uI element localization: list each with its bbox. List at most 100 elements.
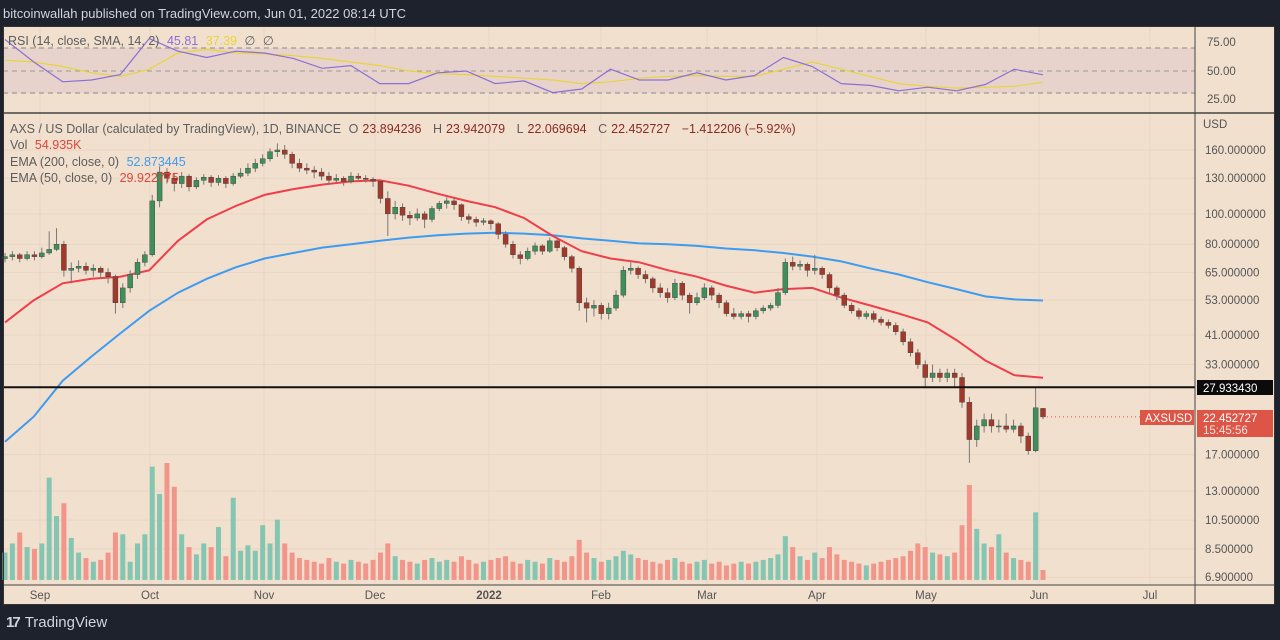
candle-down xyxy=(745,313,752,317)
candle-up xyxy=(178,175,185,184)
volume-bar xyxy=(709,563,715,580)
volume-bar xyxy=(238,550,244,580)
candle-down xyxy=(561,247,568,257)
volume-bar xyxy=(127,561,133,580)
candle-down xyxy=(569,256,575,269)
candle-down xyxy=(105,272,111,277)
volume-bar xyxy=(392,556,398,580)
rsi-value: 45.81 xyxy=(166,34,199,48)
volume-bar xyxy=(267,543,273,580)
volume-bar xyxy=(289,552,295,580)
time-axis[interactable]: Sep Oct Nov Dec 2022 Feb Mar Apr May Jun Jul xyxy=(30,590,1158,602)
volume-bar xyxy=(885,559,891,580)
ohlc-open: O 23.894236 xyxy=(348,122,422,136)
candle-down xyxy=(1025,435,1031,451)
volume-bar xyxy=(83,558,89,580)
volume-bar xyxy=(252,550,258,580)
candle-down xyxy=(311,169,317,173)
candle-down xyxy=(966,402,973,440)
volume-bar xyxy=(333,561,339,580)
candle-up xyxy=(24,254,30,259)
candle-up xyxy=(193,180,200,188)
volume-bar xyxy=(907,550,913,580)
chart-frame[interactable] xyxy=(3,26,1275,605)
volume-bar xyxy=(834,554,840,580)
volume-bar xyxy=(746,563,752,580)
volume-bar xyxy=(554,559,560,580)
candle-down xyxy=(377,181,384,199)
volume-bar xyxy=(495,558,501,580)
candle-down xyxy=(657,287,663,293)
candle-up xyxy=(620,270,627,296)
candle-down xyxy=(385,198,391,215)
candle-up xyxy=(149,200,155,255)
ema200-legend[interactable]: EMA (200, close, 0) 52.873445 xyxy=(10,155,190,169)
ema50-legend[interactable]: EMA (50, close, 0) 29.922775 xyxy=(10,171,183,185)
last-price-text: 22.452727 xyxy=(1203,413,1257,425)
rsi-label: RSI (14, close, SMA, 14, 2) xyxy=(8,34,160,48)
publish-info: bitcoinwallah published on TradingView.c… xyxy=(3,6,407,21)
rsi-legend[interactable]: RSI (14, close, SMA, 14, 2) 45.81 37.39 … xyxy=(8,33,278,48)
volume-bar xyxy=(488,559,494,580)
candle-down xyxy=(326,175,332,181)
candle-down xyxy=(282,149,288,155)
volume-bar xyxy=(996,534,1002,580)
candle-down xyxy=(488,220,494,224)
candle-up xyxy=(46,249,52,254)
tradingview-brand[interactable]: 17 TradingView xyxy=(6,614,107,631)
volume-bar xyxy=(517,563,523,580)
time-tick: Jun xyxy=(1030,590,1049,602)
candle-up xyxy=(532,245,538,252)
volume-bar xyxy=(657,563,663,580)
candle-down xyxy=(988,419,995,427)
candle-down xyxy=(856,310,862,317)
volume-bar xyxy=(723,565,729,580)
candle-down xyxy=(826,274,833,289)
volume-bar xyxy=(429,558,435,580)
candle-up xyxy=(230,175,236,184)
candle-down xyxy=(635,268,641,275)
volume-bar xyxy=(414,563,420,580)
rsi-tick: 25.00 xyxy=(1207,94,1236,106)
volume-bar xyxy=(179,534,185,580)
volume-legend[interactable]: Vol 54.935K xyxy=(10,138,85,152)
time-tick: Sep xyxy=(30,590,50,602)
symbol-legend[interactable]: AXS / US Dollar (calculated by TradingVi… xyxy=(10,122,800,136)
time-tick: 2022 xyxy=(476,590,502,602)
candle-down xyxy=(834,287,840,296)
candle-down xyxy=(164,171,170,179)
candle-up xyxy=(201,176,207,181)
volume-bar xyxy=(76,552,82,580)
ohlc-high: H 23.942079 xyxy=(432,122,506,136)
symbol-tag-text: AXSUSD xyxy=(1145,413,1192,425)
candle-down xyxy=(98,268,104,273)
ohlc-low: L 22.069694 xyxy=(516,122,587,136)
candle-up xyxy=(797,264,803,267)
volume-bar xyxy=(878,561,884,580)
candle-down xyxy=(83,266,89,271)
candle-up xyxy=(547,240,553,252)
volume-bar xyxy=(355,561,361,580)
candle-down xyxy=(878,319,884,323)
ohlc-close: C 22.452727 xyxy=(598,122,671,136)
candle-up xyxy=(694,297,700,303)
candle-down xyxy=(870,313,877,320)
volume-bar xyxy=(613,556,619,580)
volume-bar xyxy=(922,547,928,580)
volume-bar xyxy=(959,525,965,580)
candle-down xyxy=(304,167,310,171)
candle-down xyxy=(598,305,604,314)
ema50-value: 29.922775 xyxy=(119,171,179,185)
candle-down xyxy=(650,278,656,289)
time-tick: Mar xyxy=(697,590,717,602)
price-axis[interactable]: 160.000000 130.000000 100.000000 80.000000 6… xyxy=(1205,145,1266,584)
candle-up xyxy=(2,256,8,259)
volume-bar xyxy=(981,543,987,580)
volume-bar xyxy=(584,552,590,580)
price-change: −1.412206 (−5.92%) xyxy=(681,122,796,136)
volume-bar xyxy=(988,547,994,580)
candle-up xyxy=(120,287,126,303)
candle-down xyxy=(502,234,509,245)
volume-bar xyxy=(466,559,472,580)
